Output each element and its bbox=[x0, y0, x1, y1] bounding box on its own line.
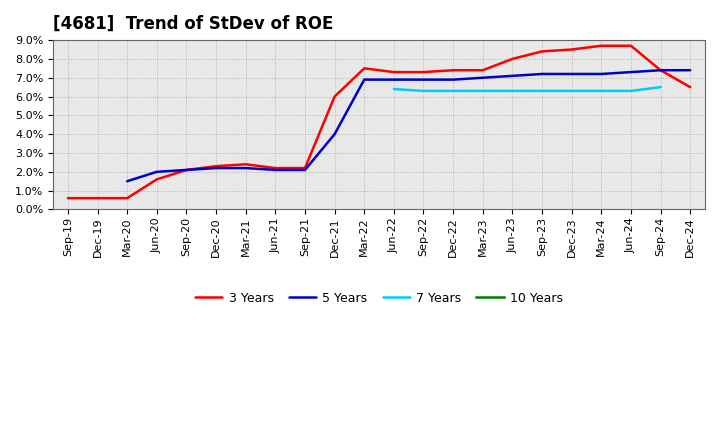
7 Years bbox=[479, 88, 487, 94]
5 Years bbox=[626, 70, 635, 75]
3 Years bbox=[123, 195, 132, 201]
Line: 7 Years: 7 Years bbox=[394, 87, 660, 91]
5 Years bbox=[123, 179, 132, 184]
Legend: 3 Years, 5 Years, 7 Years, 10 Years: 3 Years, 5 Years, 7 Years, 10 Years bbox=[190, 287, 568, 310]
5 Years bbox=[390, 77, 398, 82]
7 Years bbox=[567, 88, 576, 94]
3 Years bbox=[212, 164, 220, 169]
5 Years bbox=[449, 77, 457, 82]
5 Years bbox=[360, 77, 369, 82]
5 Years bbox=[301, 167, 310, 172]
7 Years bbox=[508, 88, 517, 94]
5 Years bbox=[212, 165, 220, 171]
3 Years bbox=[93, 195, 102, 201]
5 Years bbox=[419, 77, 428, 82]
7 Years bbox=[390, 86, 398, 92]
5 Years bbox=[656, 68, 665, 73]
5 Years bbox=[686, 68, 695, 73]
3 Years bbox=[479, 68, 487, 73]
3 Years bbox=[301, 165, 310, 171]
7 Years bbox=[449, 88, 457, 94]
3 Years bbox=[330, 94, 339, 99]
5 Years bbox=[153, 169, 161, 175]
3 Years bbox=[390, 70, 398, 75]
3 Years bbox=[449, 68, 457, 73]
5 Years bbox=[330, 132, 339, 137]
3 Years bbox=[182, 167, 191, 172]
5 Years bbox=[182, 167, 191, 172]
3 Years bbox=[419, 70, 428, 75]
3 Years bbox=[241, 161, 250, 167]
3 Years bbox=[63, 195, 72, 201]
3 Years bbox=[656, 68, 665, 73]
3 Years bbox=[153, 177, 161, 182]
5 Years bbox=[479, 75, 487, 81]
3 Years bbox=[686, 84, 695, 90]
3 Years bbox=[508, 56, 517, 62]
5 Years bbox=[538, 71, 546, 77]
5 Years bbox=[241, 165, 250, 171]
5 Years bbox=[567, 71, 576, 77]
7 Years bbox=[538, 88, 546, 94]
5 Years bbox=[597, 71, 606, 77]
3 Years bbox=[271, 165, 279, 171]
Line: 3 Years: 3 Years bbox=[68, 46, 690, 198]
3 Years bbox=[360, 66, 369, 71]
3 Years bbox=[626, 43, 635, 48]
7 Years bbox=[597, 88, 606, 94]
7 Years bbox=[626, 88, 635, 94]
Line: 5 Years: 5 Years bbox=[127, 70, 690, 181]
3 Years bbox=[538, 49, 546, 54]
5 Years bbox=[508, 73, 517, 78]
3 Years bbox=[567, 47, 576, 52]
5 Years bbox=[271, 167, 279, 172]
Text: [4681]  Trend of StDev of ROE: [4681] Trend of StDev of ROE bbox=[53, 15, 333, 33]
7 Years bbox=[656, 84, 665, 90]
7 Years bbox=[419, 88, 428, 94]
3 Years bbox=[597, 43, 606, 48]
